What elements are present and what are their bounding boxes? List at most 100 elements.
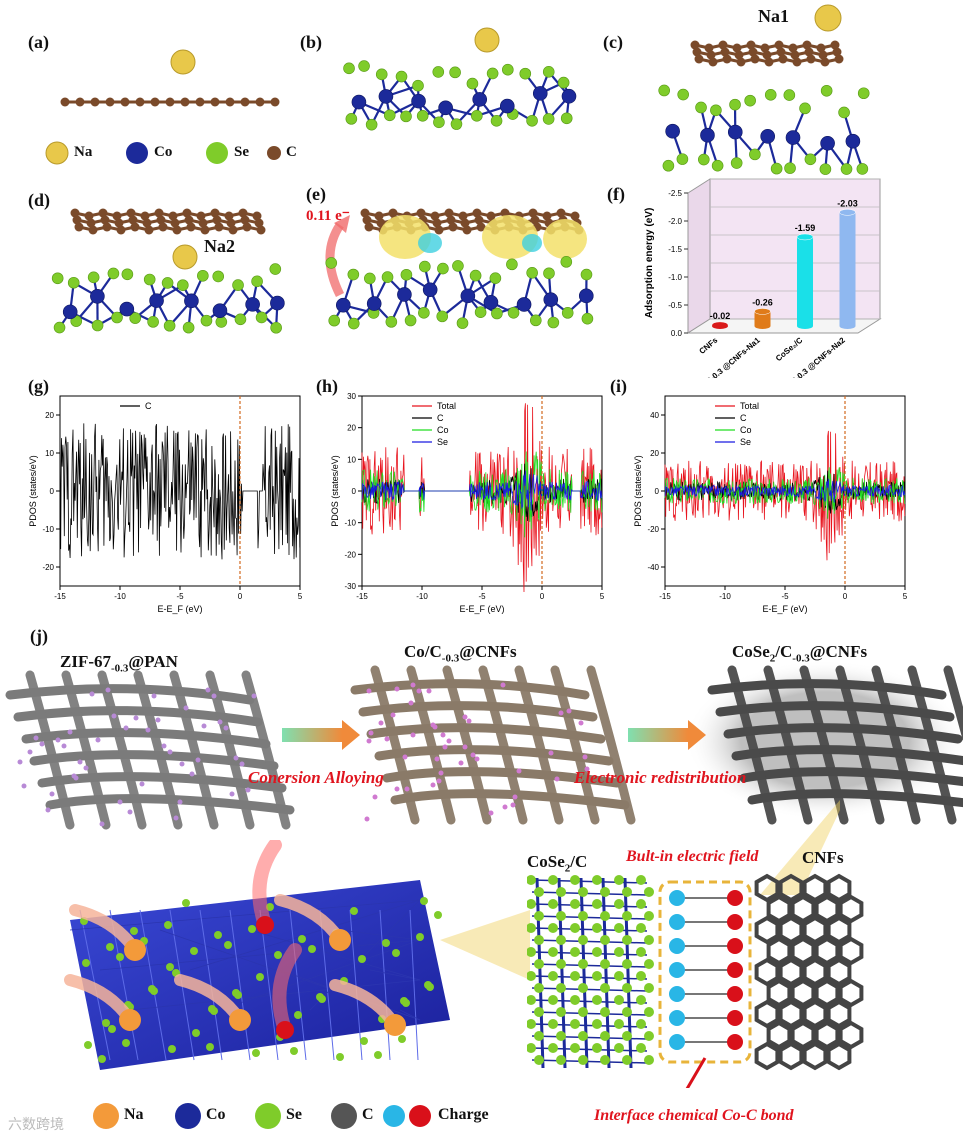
- pdos-ylabel: PDOS (states/eV): [633, 455, 643, 527]
- pdos-xtick: -10: [416, 592, 428, 601]
- f-category-label: CNFs: [697, 335, 719, 356]
- f-bar: [796, 233, 814, 329]
- pdos-xtick: 5: [903, 592, 908, 601]
- na-legend-icon: [45, 141, 69, 165]
- na1-label: Na1: [758, 6, 789, 26]
- pdos-legend-c: C: [145, 401, 152, 411]
- interface-illustration: [527, 873, 864, 1088]
- panel-label-g: (g): [28, 376, 49, 396]
- builtin-field-label: Bult-in electric field: [626, 848, 759, 865]
- pdos-legend-c: C: [437, 413, 444, 423]
- pdos-series-co: [664, 467, 906, 519]
- pdos-xlabel: E-E_F (eV): [157, 604, 202, 614]
- panel-label-b: (b): [300, 32, 322, 52]
- structure-e: [325, 208, 594, 330]
- pdos-ytick: 10: [347, 455, 356, 464]
- structure-c: [658, 4, 870, 175]
- pdos-xlabel: E-E_F (eV): [762, 604, 807, 614]
- f-value-label: -1.59: [795, 223, 816, 233]
- f-bar: [711, 321, 729, 329]
- pdos-chart-i: -15 -10 -5 0 5 40 20 0 -20 -40 E-E_F (eV) PDOS (sta…: [633, 395, 908, 614]
- f-ytick: -1.5: [668, 245, 682, 254]
- stage3-title: CoSe2/C-0.3@CNFs: [732, 642, 868, 665]
- panel-label-c: (c): [603, 32, 623, 52]
- na2-label: Na2: [204, 236, 235, 256]
- co-legend-icon: [126, 142, 148, 164]
- arrow2-label: Electronic redistribution: [574, 768, 747, 787]
- charge-positive-icon: [383, 1105, 405, 1127]
- pdos-ytick: 20: [45, 411, 54, 420]
- legend2-se: Se: [286, 1106, 302, 1123]
- panel-label-a: (a): [28, 32, 49, 52]
- pdos-xtick: -5: [176, 592, 184, 601]
- f-bar: [839, 209, 856, 329]
- pdos-legend-se: Se: [740, 437, 751, 447]
- f-ytick: -1.0: [668, 273, 682, 282]
- pdos-ylabel: PDOS (states/eV): [330, 455, 340, 527]
- f-ytick: -2.0: [668, 217, 682, 226]
- bottom-atom-legend: Na Co Se C Charge: [92, 1098, 492, 1134]
- pdos-series-se: [361, 470, 603, 511]
- panel-label-e: (e): [306, 184, 326, 204]
- se-legend-icon-2: [255, 1103, 281, 1129]
- stage2-title: Co/C-0.3@CNFs: [404, 642, 517, 665]
- pdos-xtick: -10: [719, 592, 731, 601]
- pdos-legend-c: C: [740, 413, 747, 423]
- legend-na: Na: [74, 144, 93, 160]
- adsorption-energy-chart: 0.0 -0.5 -1.0 -1.5 -2.0 -2.5 Adsorption energy…: [644, 178, 882, 378]
- interface-bond-label: Interface chemical Co-C bond: [594, 1107, 794, 1124]
- pdos-ytick: 0: [50, 487, 55, 496]
- f-bar: [754, 308, 771, 329]
- legend-c: C: [286, 144, 297, 160]
- pdos-xtick: 5: [298, 592, 303, 601]
- pdos-ytick: -40: [647, 563, 659, 572]
- charge-transfer-label: 0.11 e⁻: [306, 208, 350, 224]
- pdos-chart-g: -15 -10 -5 0 5 20 10 0 -10 -20 E-E_F (eV) PDOS (sta…: [28, 395, 303, 614]
- panel-label-f: (f): [607, 184, 625, 204]
- pdos-ytick: -10: [42, 525, 54, 534]
- pdos-ytick: -20: [42, 563, 54, 572]
- f-category-label: CoSe₂/C: [774, 336, 804, 364]
- scheme-meshes: [5, 660, 963, 830]
- f-ytick: 0.0: [671, 329, 683, 338]
- process-arrow-1: [282, 720, 360, 750]
- f-value-label: -2.03: [837, 198, 858, 208]
- polyhedral-illustration: [64, 840, 450, 1070]
- pdos-legend-total: Total: [437, 401, 456, 411]
- f-value-label: -0.02: [710, 311, 731, 321]
- se-legend-icon: [206, 142, 228, 164]
- pdos-xtick: -15: [659, 592, 671, 601]
- pdos-legend-se: Se: [437, 437, 448, 447]
- f-ytick: -0.5: [668, 301, 682, 310]
- panel-label-j: (j): [30, 626, 48, 646]
- f-ytick: -2.5: [668, 189, 682, 198]
- c-legend-icon: [267, 146, 281, 160]
- pdos-ytick: 30: [347, 392, 356, 401]
- pdos-legend-co: Co: [437, 425, 449, 435]
- c-legend-icon-2: [331, 1103, 357, 1129]
- pdos-legend-total: Total: [740, 401, 759, 411]
- pdos-xtick: -15: [356, 592, 368, 601]
- pdos-ytick: 0: [655, 487, 660, 496]
- cnfs-label: CNFs: [802, 848, 844, 867]
- top-atom-legend: Na Co Se C: [44, 138, 304, 168]
- pdos-ytick: 20: [650, 449, 659, 458]
- structure-a: [60, 49, 280, 107]
- pdos-ytick: -20: [647, 525, 659, 534]
- pdos-ytick: -20: [344, 550, 356, 559]
- stage1-title: ZIF-67-0.3@PAN: [60, 652, 178, 675]
- legend-co: Co: [154, 144, 173, 160]
- f-ylabel: Adsorption energy (eV): [644, 208, 655, 319]
- panel-label-h: (h): [316, 376, 338, 396]
- pdos-series-co: [361, 451, 603, 538]
- legend2-co: Co: [206, 1106, 226, 1123]
- structure-d: [51, 208, 285, 334]
- pdos-xlabel: E-E_F (eV): [459, 604, 504, 614]
- pdos-ytick: 20: [347, 424, 356, 433]
- pdos-xtick: -10: [114, 592, 126, 601]
- pdos-chart-h: -15 -10 -5 0 5 30 20 10 0 -10 -20 -30 E-E_F (eV) PDOS…: [330, 392, 605, 614]
- pdos-ylabel: PDOS (states/eV): [28, 455, 38, 527]
- arrow1-label: Conersion Alloying: [248, 768, 384, 787]
- pdos-ytick: 0: [352, 487, 357, 496]
- structure-b: [343, 27, 577, 131]
